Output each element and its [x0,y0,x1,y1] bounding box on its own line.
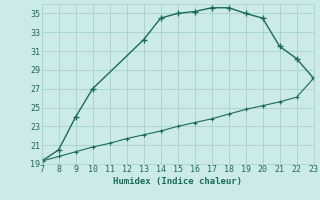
X-axis label: Humidex (Indice chaleur): Humidex (Indice chaleur) [113,177,242,186]
